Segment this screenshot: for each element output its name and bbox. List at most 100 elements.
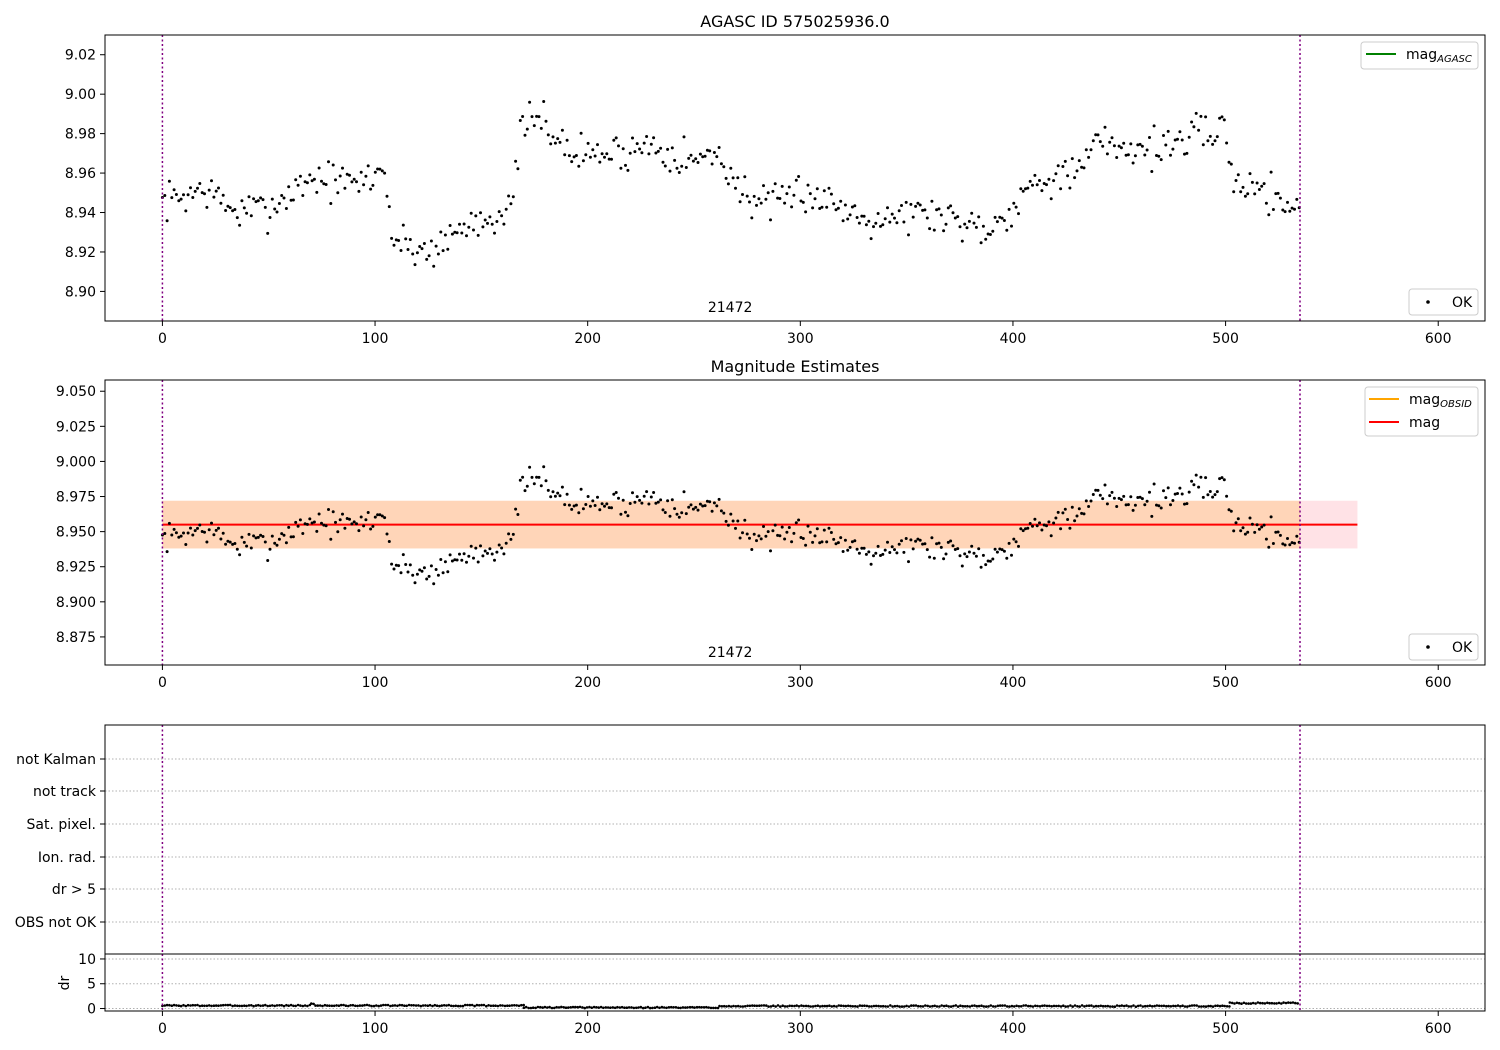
dr-point	[1005, 1005, 1009, 1008]
data-point	[806, 183, 810, 187]
data-point	[1038, 179, 1041, 182]
data-point	[355, 180, 358, 184]
data-point	[1007, 207, 1011, 211]
data-point	[832, 202, 836, 206]
data-point	[988, 559, 992, 563]
data-point	[612, 138, 616, 142]
dr-point	[658, 1006, 661, 1010]
data-point	[970, 544, 974, 548]
data-point	[387, 205, 391, 209]
data-point	[1157, 504, 1161, 508]
data-point	[1059, 527, 1063, 531]
data-point	[981, 224, 985, 228]
data-point	[436, 252, 440, 256]
data-point	[422, 566, 426, 570]
data-point	[886, 540, 889, 544]
data-point	[741, 531, 744, 535]
data-point	[397, 239, 401, 242]
data-point	[574, 503, 578, 507]
dr-point	[769, 1005, 773, 1008]
dr-point	[705, 1005, 708, 1009]
data-point	[493, 558, 496, 562]
data-point	[1262, 182, 1266, 186]
y-tick-label: 8.925	[56, 560, 96, 576]
dr-point	[1228, 1005, 1231, 1008]
data-point	[472, 228, 475, 232]
data-point	[532, 482, 536, 486]
dr-point	[776, 1004, 780, 1007]
dr-point	[452, 1004, 455, 1008]
data-point	[904, 200, 908, 204]
data-point	[918, 538, 922, 542]
y-tick-label: 5	[87, 977, 96, 993]
data-point	[719, 509, 723, 513]
data-point	[558, 494, 562, 498]
data-point	[995, 220, 999, 224]
data-point	[366, 164, 370, 168]
data-point	[261, 198, 265, 202]
data-point	[1101, 497, 1105, 501]
data-point	[799, 536, 803, 539]
dr-point	[753, 1004, 756, 1007]
data-point	[748, 200, 751, 204]
data-point	[914, 204, 918, 208]
dr-point	[1022, 1004, 1025, 1007]
x-tick-label: 100	[362, 331, 389, 347]
data-point	[371, 524, 375, 528]
data-point	[881, 552, 885, 556]
data-point	[1024, 527, 1027, 531]
data-point	[296, 524, 300, 528]
data-point	[1087, 505, 1091, 508]
data-point	[224, 209, 228, 212]
data-point	[553, 141, 557, 145]
dr-point	[347, 1004, 350, 1008]
dr-point	[917, 1004, 920, 1008]
data-point	[511, 195, 515, 199]
dr-point	[228, 1003, 232, 1007]
data-point	[813, 534, 817, 538]
data-point	[1225, 494, 1229, 498]
dr-point	[440, 1004, 444, 1007]
dr-point	[492, 1004, 495, 1007]
dr-point	[655, 1005, 659, 1009]
dr-point	[662, 1006, 666, 1009]
data-point	[320, 179, 323, 183]
data-point	[525, 127, 529, 131]
data-point	[806, 524, 810, 528]
dr-point	[1244, 1002, 1248, 1005]
data-point	[986, 232, 990, 236]
dr-point	[506, 1004, 509, 1007]
dr-point	[463, 1003, 467, 1007]
dr-point	[170, 1004, 174, 1007]
data-point	[921, 542, 925, 546]
data-point	[717, 146, 721, 149]
dr-point	[231, 1004, 234, 1008]
data-point	[888, 551, 892, 554]
data-point	[1281, 208, 1285, 212]
data-point	[839, 536, 843, 540]
data-point	[642, 494, 646, 498]
data-point	[1049, 197, 1053, 201]
y-tick-label: 10	[78, 952, 96, 968]
dr-point	[1214, 1004, 1217, 1008]
dr-point	[821, 1004, 824, 1008]
data-point	[836, 206, 840, 210]
data-point	[633, 500, 637, 504]
data-point	[790, 205, 794, 209]
data-point	[652, 491, 656, 494]
y-tick-label: 9.000	[56, 454, 96, 470]
data-point	[673, 507, 677, 511]
data-point	[563, 153, 567, 157]
data-point	[801, 200, 805, 204]
data-point	[1010, 224, 1013, 228]
data-point	[280, 532, 284, 536]
data-point	[458, 222, 461, 226]
data-point	[1234, 179, 1238, 182]
data-point	[502, 222, 506, 226]
dr-point	[1010, 1004, 1014, 1008]
data-point	[797, 175, 801, 178]
data-point	[259, 196, 263, 200]
data-point	[343, 526, 347, 530]
data-point	[872, 225, 875, 229]
dr-point	[576, 1005, 579, 1009]
